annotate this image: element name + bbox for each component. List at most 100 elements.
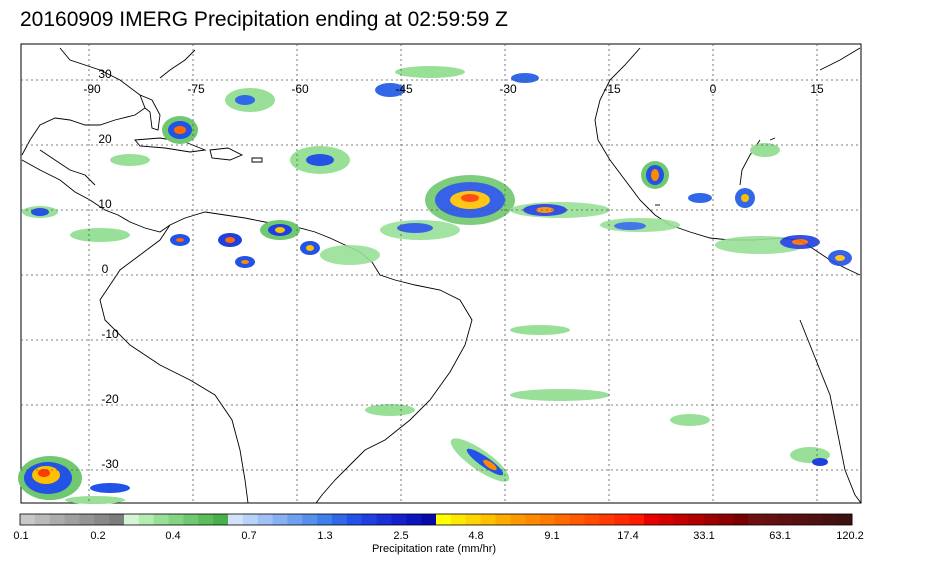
- colorbar-swatch: [525, 514, 541, 525]
- colorbar-swatch: [569, 514, 585, 525]
- lat-label: 30: [98, 67, 112, 81]
- colorbar-swatch: [792, 514, 808, 525]
- colorbar-border: [19, 513, 853, 526]
- colorbar-tick-label: 17.4: [617, 530, 639, 542]
- canary-islands-line: [769, 137, 776, 141]
- colorbar-swatch: [64, 514, 80, 525]
- lon-label: -60: [291, 82, 309, 96]
- colorbar-swatch: [183, 514, 199, 525]
- colorbar-swatch: [198, 514, 214, 525]
- colorbar-swatch: [124, 514, 140, 525]
- colorbar-tick-label: 33.1: [693, 530, 715, 542]
- colorbar-swatch: [34, 514, 51, 525]
- hispaniola-coast-line: [209, 147, 244, 161]
- gulf-coast-line: [21, 47, 146, 156]
- lat-label: 0: [102, 262, 109, 276]
- cuba-coast-line: [134, 137, 207, 153]
- central-america-coast-line: [21, 159, 171, 233]
- south-america-east-coast-line: [169, 211, 473, 504]
- lat-label: -30: [101, 457, 119, 471]
- colorbar-swatch: [703, 514, 719, 525]
- lon-label: -45: [395, 82, 413, 96]
- lon-label: -15: [603, 82, 621, 96]
- colorbar-tick-label: 0.1: [13, 530, 29, 542]
- colorbar-swatch: [748, 514, 764, 525]
- colorbar-tick-label: 1.3: [317, 530, 333, 542]
- colorbar-swatch: [436, 514, 452, 525]
- colorbar-swatch: [673, 514, 689, 525]
- colorbar-swatch: [807, 514, 823, 525]
- colorbar-swatch: [94, 514, 110, 525]
- colorbar-swatch: [257, 514, 273, 525]
- colorbar-swatch: [391, 514, 407, 525]
- lat-label: -20: [101, 392, 119, 406]
- colorbar-swatch: [480, 514, 496, 525]
- colorbar-swatch: [376, 514, 392, 525]
- colorbar-swatch: [658, 514, 675, 525]
- colorbar-swatch: [644, 514, 660, 525]
- colorbar-swatch: [540, 514, 556, 525]
- colorbar-swatch: [302, 514, 318, 525]
- colorbar-swatch: [822, 514, 838, 525]
- map-labels: -90 -75 -60 -45 -30 -15 0 15 30 20 10 0 …: [83, 67, 824, 471]
- colorbar-swatch: [317, 514, 333, 525]
- colorbar-tick-label: 0.2: [90, 530, 106, 542]
- colorbar-swatch: [332, 514, 348, 525]
- lon-label: -30: [499, 82, 517, 96]
- colorbar: [19, 513, 853, 526]
- colorbar-title: Precipitation rate (mm/hr): [371, 543, 497, 555]
- colorbar-swatch: [762, 514, 779, 525]
- graticule: [21, 44, 861, 503]
- lon-label: -90: [83, 82, 101, 96]
- precipitation-field: [18, 66, 852, 504]
- colorbar-swatch: [109, 514, 125, 525]
- map-title: 20160909 IMERG Precipitation ending at 0…: [20, 8, 508, 31]
- colorbar-swatch: [554, 514, 571, 525]
- colorbar-swatch: [584, 514, 600, 525]
- colorbar-swatch: [287, 514, 303, 525]
- lat-label: 10: [98, 197, 112, 211]
- mediterranean-coast-line: [819, 47, 861, 71]
- colorbar-tick-label: 2.5: [393, 530, 409, 542]
- colorbar-tick-label: 63.1: [769, 530, 791, 542]
- colorbar-swatch: [465, 514, 481, 525]
- colorbar-swatch: [406, 514, 422, 525]
- lon-label: -75: [187, 82, 205, 96]
- colorbar-swatch: [138, 514, 155, 525]
- colorbar-swatch: [421, 514, 437, 525]
- colorbar-swatch: [361, 514, 377, 525]
- lat-label: 20: [98, 132, 112, 146]
- colorbar-swatch: [450, 514, 467, 525]
- puerto-rico-coast-line: [251, 157, 263, 163]
- map-frame: [20, 43, 862, 504]
- colorbar-swatch: [272, 514, 288, 525]
- colorbar-swatch: [49, 514, 65, 525]
- colorbar-swatch: [718, 514, 734, 525]
- colorbar-swatch: [688, 514, 704, 525]
- colorbar-swatch: [614, 514, 630, 525]
- colorbar-swatch: [346, 514, 363, 525]
- colorbar-swatch: [213, 514, 229, 525]
- colorbar-swatch: [777, 514, 793, 525]
- colorbar-swatch: [79, 514, 95, 525]
- colorbar-swatch: [228, 514, 244, 525]
- colorbar-swatch: [168, 514, 184, 525]
- south-america-west-coast-line: [99, 224, 249, 504]
- colorbar-swatch: [599, 514, 615, 525]
- colorbar-tick-label: 0.4: [165, 530, 181, 542]
- colorbar-swatch: [733, 514, 749, 525]
- colorbar-tick-label: 4.8: [468, 530, 484, 542]
- colorbar-swatch: [837, 514, 853, 525]
- colorbar-tick-label: 120.2: [836, 530, 864, 542]
- florida-coast-line: [139, 94, 161, 131]
- colorbar-tick-label: 0.7: [241, 530, 257, 542]
- colorbar-swatch: [242, 514, 259, 525]
- colorbar-swatch: [510, 514, 526, 525]
- africa-southwest-coast-line: [799, 319, 862, 504]
- lon-label: 0: [710, 82, 717, 96]
- us-east-coast-line: [159, 49, 196, 79]
- colorbar-swatch: [495, 514, 511, 525]
- colorbar-swatch: [20, 514, 36, 525]
- lon-label: 15: [810, 82, 824, 96]
